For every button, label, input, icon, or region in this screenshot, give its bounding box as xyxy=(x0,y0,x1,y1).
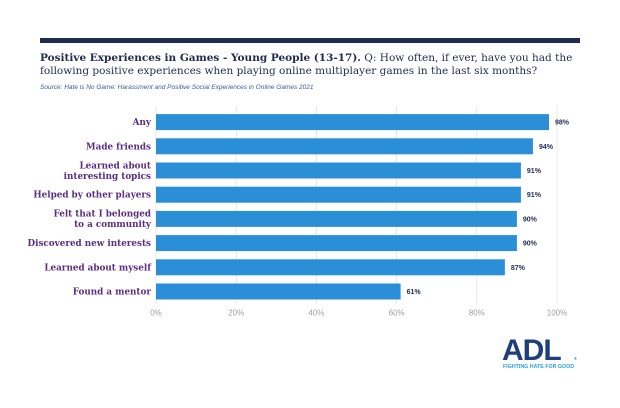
x-tick-label-5: 100% xyxy=(547,309,567,318)
category-label-3: Helped by other players xyxy=(33,191,151,201)
adl-logo: ADL ® xyxy=(502,334,577,367)
chart-title: Positive Experiences in Games - Young Pe… xyxy=(40,52,580,78)
bar-value-label-2: 91% xyxy=(527,168,542,175)
category-label-4-line-0: Felt that I belonged xyxy=(53,210,151,220)
x-tick-label-1: 20% xyxy=(228,309,244,318)
adl-logo-registered: ® xyxy=(574,356,577,361)
bar-value-label-4: 90% xyxy=(523,216,538,223)
chart-source: Source: Hate is No Game: Harassment and … xyxy=(40,84,314,91)
category-label-2-line-1: interesting topics xyxy=(64,172,151,182)
bar-5 xyxy=(156,235,517,252)
bar-4 xyxy=(156,210,517,227)
bar-value-label-7: 61% xyxy=(407,289,422,296)
category-label-4-line-1: to a community xyxy=(74,220,152,230)
category-label-5: Discovered new interests xyxy=(27,239,151,249)
category-label-2-line-0: Learned about xyxy=(79,161,151,171)
bar-2 xyxy=(156,162,521,179)
bar-7 xyxy=(156,283,401,300)
bar-value-label-5: 90% xyxy=(523,241,538,248)
x-tick-label-4: 80% xyxy=(469,309,485,318)
bar-value-label-3: 91% xyxy=(527,192,542,199)
category-label-6: Learned about myself xyxy=(44,263,152,273)
bar-value-label-1: 94% xyxy=(539,144,554,151)
bar-value-label-6: 87% xyxy=(511,265,526,272)
bar-3 xyxy=(156,186,521,203)
adl-logo-text: ADL xyxy=(502,334,561,367)
adl-tagline: FIGHTING HATE FOR GOOD xyxy=(503,364,575,370)
category-label-7: Found a mentor xyxy=(73,288,152,298)
top-rule xyxy=(40,38,580,43)
category-label-0: Any xyxy=(132,118,152,128)
bar-value-label-0: 98% xyxy=(555,120,570,127)
bar-0 xyxy=(156,114,549,131)
bar-1 xyxy=(156,138,533,155)
chart-title-bold: Positive Experiences in Games - Young Pe… xyxy=(40,52,361,64)
category-label-1: Made friends xyxy=(86,142,151,152)
x-tick-label-2: 40% xyxy=(308,309,324,318)
x-tick-label-0: 0% xyxy=(150,309,162,318)
chart-question: Q: How often, if ever, have you had the … xyxy=(40,52,573,77)
x-tick-label-3: 60% xyxy=(389,309,405,318)
bar-6 xyxy=(156,259,505,276)
